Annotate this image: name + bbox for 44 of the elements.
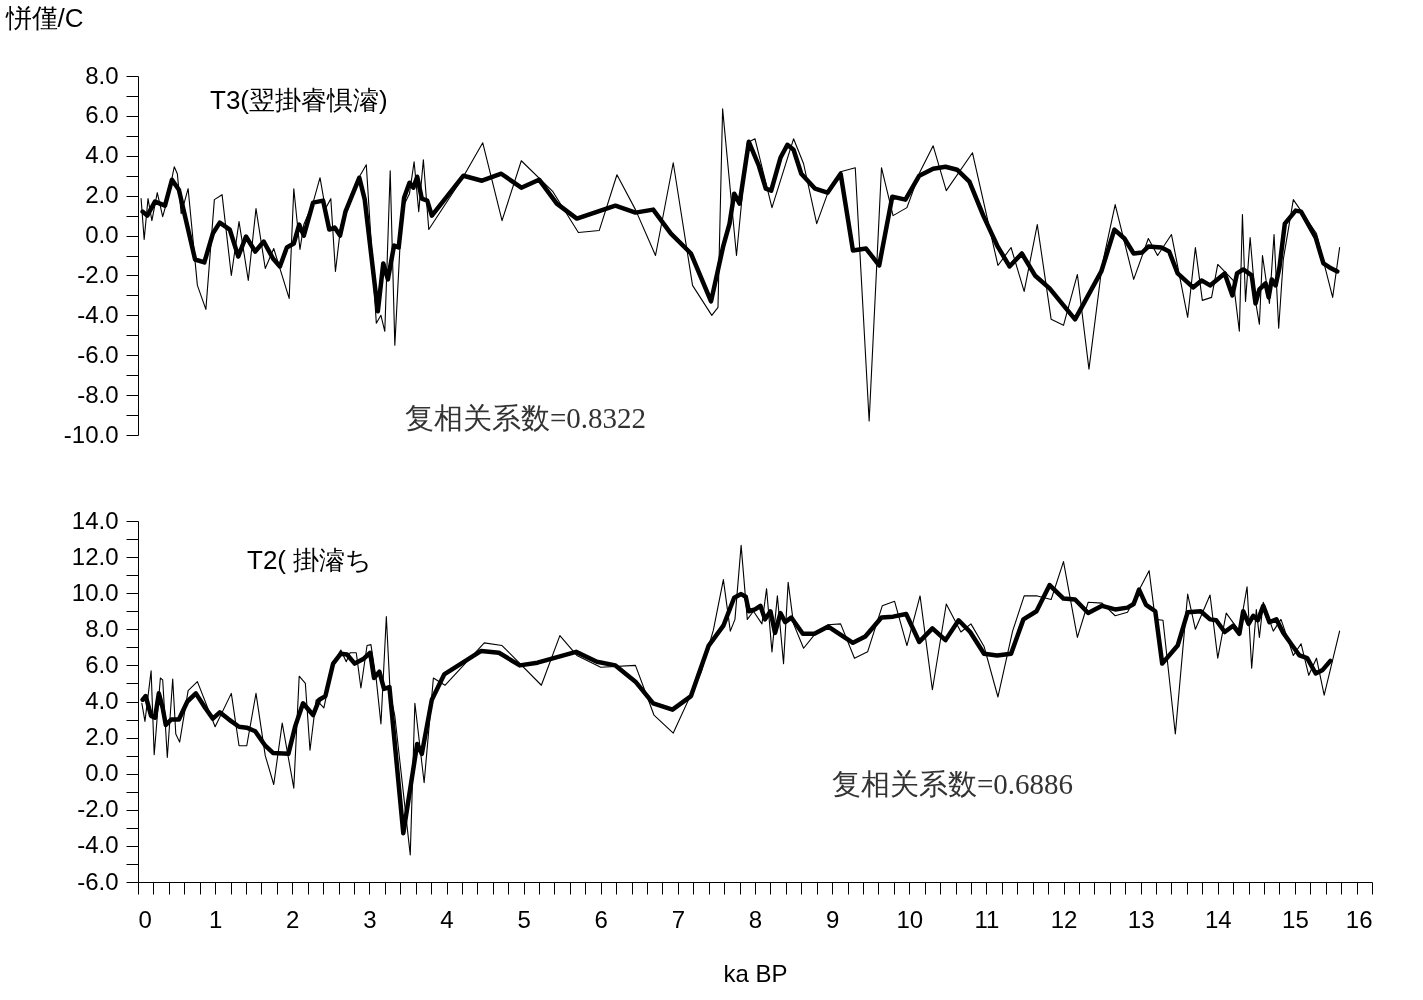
- x-tick-label: 16: [1345, 905, 1373, 933]
- y-tick-label: 6.0: [85, 650, 119, 678]
- annotation: 复相关系数=0.8322: [405, 402, 647, 434]
- y-tick-label: -4.0: [77, 831, 119, 859]
- x-tick-label: 7: [671, 905, 686, 933]
- x-tick-label: 2: [286, 905, 300, 933]
- x-tick-label: 12: [1050, 905, 1078, 933]
- annotation: T2( 掛濬ち: [247, 545, 373, 575]
- x-tick-label: 8: [748, 905, 763, 933]
- y-tick-label: -4.0: [77, 300, 119, 328]
- y-tick-label: -6.0: [77, 867, 119, 895]
- y-tick-label: -2.0: [77, 795, 119, 823]
- y-tick-label: 10.0: [71, 578, 119, 606]
- y-tick-label: 14.0: [71, 506, 119, 534]
- x-tick-label: 15: [1282, 905, 1309, 933]
- x-tick-label: 5: [517, 905, 531, 933]
- x-tick-label: 9: [825, 905, 840, 933]
- y-tick-label: 8.0: [85, 61, 119, 89]
- x-tick-label: 14: [1204, 905, 1232, 933]
- x-tick-label: 11: [974, 905, 1000, 933]
- y-tick-label: 4.0: [85, 687, 119, 714]
- x-tick-label: 10: [896, 905, 924, 933]
- annotation: 复相关系数=0.6886: [832, 768, 1074, 800]
- y-tick-label: 2.0: [85, 181, 119, 209]
- y-tick-label: -10.0: [63, 420, 119, 448]
- x-tick-label: 13: [1127, 905, 1155, 933]
- y-tick-label: -8.0: [77, 380, 119, 408]
- y-tick-label: -6.0: [77, 340, 119, 368]
- y-tick-label: 8.0: [85, 614, 119, 642]
- x-tick-label: 4: [440, 905, 454, 933]
- x-axis-title: ka BP: [723, 959, 788, 987]
- y-tick-label: 4.0: [85, 141, 119, 169]
- y-tick-label: 0.0: [85, 759, 119, 787]
- y-tick-label: 6.0: [85, 101, 119, 129]
- annotation: T3(翌掛睿惧濬): [210, 85, 388, 115]
- y-tick-label: -2.0: [77, 260, 119, 288]
- x-tick-label: 6: [594, 905, 608, 933]
- y-tick-label: 0.0: [85, 221, 119, 249]
- y-axis-title: 恲僅/C: [4, 2, 84, 33]
- y-tick-label: 2.0: [85, 723, 119, 751]
- x-tick-label: 1: [208, 905, 223, 933]
- x-tick-label: 3: [363, 905, 377, 933]
- x-tick-label: 0: [138, 905, 152, 933]
- y-tick-label: 12.0: [71, 542, 119, 570]
